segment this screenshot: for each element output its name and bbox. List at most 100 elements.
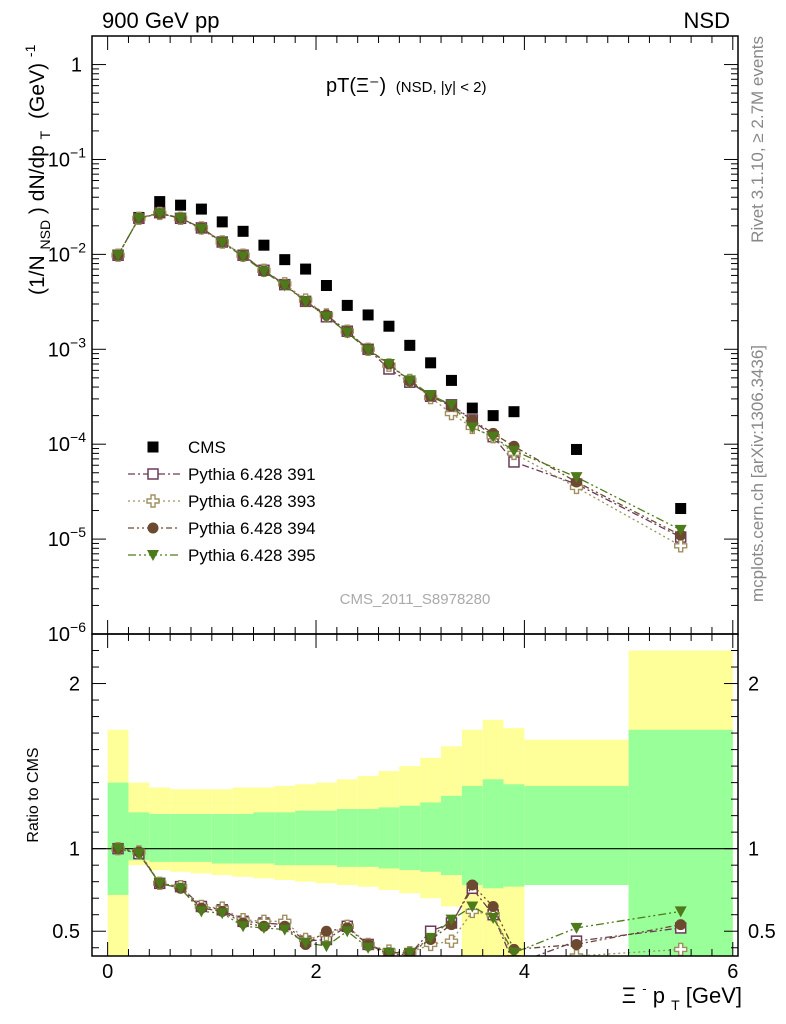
ratio-band-green-7 <box>253 812 275 864</box>
ratio-series-layer <box>111 841 688 969</box>
ratio-band-green-16 <box>441 795 462 876</box>
main-point-0-19 <box>508 406 520 418</box>
ratio-band-green-18 <box>482 779 504 889</box>
main-point-4-11 <box>341 327 354 339</box>
ratio-point-3-19 <box>507 947 520 956</box>
main-point-4-10 <box>320 311 333 323</box>
side-label-lower: mcplots.cern.ch [arXiv:1306.3436] <box>748 345 767 602</box>
main-point-2-21 <box>673 539 688 553</box>
ratio-ytick-label-r-2: 2 <box>748 674 759 696</box>
main-point-4-20 <box>570 472 583 484</box>
ratio-point-0-19 <box>509 959 519 969</box>
main-ytick-label-4: 10−4 <box>48 429 86 456</box>
analysis-watermark: CMS_2011_S8978280 <box>340 591 491 608</box>
ratio-band-green-10 <box>316 810 337 866</box>
main-line-1 <box>117 212 681 538</box>
ratio-band-green-20 <box>524 785 629 885</box>
ratio-point-3-14 <box>403 947 416 956</box>
legend-label-2: Pythia 6.428 393 <box>188 492 316 511</box>
main-ytick-label-6: 10−6 <box>48 619 86 646</box>
header-left: 900 GeV pp <box>102 8 219 33</box>
main-point-4-17 <box>466 422 479 434</box>
ratio-band-green-4 <box>190 813 212 862</box>
ratio-point-3-10 <box>320 941 333 953</box>
main-point-0-21 <box>675 503 687 515</box>
plot-title-sub: (NSD, |y| < 2) <box>396 79 487 96</box>
main-ylabel-a: (1/N <box>26 255 49 295</box>
main-point-4-6 <box>237 251 250 263</box>
main-point-4-15 <box>424 389 437 401</box>
main-point-4-21 <box>674 524 687 536</box>
ratio-point-3-20 <box>570 922 583 934</box>
main-series-3 <box>112 207 687 541</box>
xlabel-mid: p <box>653 983 665 1008</box>
ratio-xtick-label-1: 2 <box>310 961 321 983</box>
ratio-xtick-label-2: 4 <box>519 961 530 983</box>
legend: CMS Pythia 6.428 391 Pythia 6.428 393 Pythi… <box>128 438 316 565</box>
main-point-0-4 <box>195 203 207 215</box>
main-point-0-18 <box>487 410 499 422</box>
ratio-point-3-2 <box>153 878 166 890</box>
ratio-point-3-4 <box>195 906 208 918</box>
main-point-4-2 <box>153 208 166 220</box>
ratio-point-3-9 <box>299 937 312 949</box>
main-point-0-2 <box>154 196 166 208</box>
ratio-band-green-0 <box>107 782 129 895</box>
ratio-xtick-label-3: 6 <box>727 961 738 983</box>
main-point-0-3 <box>175 199 187 211</box>
main-frame <box>91 35 739 635</box>
main-series-layer <box>111 196 688 553</box>
main-ytick-label-1: 10−1 <box>48 144 86 171</box>
ratio-xtick-label-0: 0 <box>102 961 113 983</box>
ratio-point-1-20 <box>569 949 584 956</box>
ratio-point-1-16 <box>444 934 459 948</box>
ratio-point-3-6 <box>237 921 250 933</box>
ratio-point-3-13 <box>382 947 395 956</box>
legend-label-0: CMS <box>188 438 226 457</box>
main-point-4-13 <box>382 358 395 370</box>
ratio-ytick-label-1: 1 <box>69 839 80 861</box>
main-point-0-8 <box>279 254 291 266</box>
ratio-point-3-21 <box>674 906 687 918</box>
main-point-0-12 <box>362 309 374 321</box>
main-line-4 <box>117 212 681 531</box>
main-point-0-20 <box>571 443 582 455</box>
main-point-0-9 <box>300 263 312 275</box>
main-ytick-label-0: 1 <box>71 55 82 77</box>
ratio-point-3-1 <box>132 848 145 860</box>
main-point-4-0 <box>112 250 125 262</box>
plot-title-main: pT(Ξ⁻) <box>326 75 386 97</box>
ratio-point-3-3 <box>174 883 187 895</box>
main-ylabel-sub2: T <box>37 130 53 139</box>
ratio-band-green-15 <box>420 802 442 872</box>
ratio-band-green-19 <box>503 784 525 887</box>
ratio-point-2-20 <box>571 938 582 950</box>
main-point-4-1 <box>132 213 145 225</box>
ratio-ticks: 0.5 0.5 1 1 2 2 0 2 4 6 <box>52 634 776 983</box>
ratio-band-green-3 <box>170 813 191 862</box>
ratio-line-1 <box>117 848 681 956</box>
ratio-band-green-14 <box>399 805 421 871</box>
ratio-panel: 0.5 0.5 1 1 2 2 0 2 4 6 Ratio to CMS Ξ - p T [GeV… <box>25 633 776 1013</box>
ratio-band-green-8 <box>274 812 296 866</box>
main-ticks: 1 10−1 10−2 10−3 10−4 10−5 10−6 <box>48 36 738 646</box>
ratio-point-3-12 <box>362 942 375 954</box>
main-point-4-16 <box>445 399 458 411</box>
main-ylabel-b: ) dN/dp <box>26 145 49 214</box>
ratio-point-3-7 <box>257 922 270 934</box>
main-point-0-13 <box>383 320 395 332</box>
ratio-band-green-13 <box>378 807 400 869</box>
main-point-0-11 <box>341 299 353 311</box>
main-series-0 <box>112 196 687 515</box>
ratio-point-3-5 <box>216 908 229 920</box>
main-point-0-6 <box>237 225 249 237</box>
ratio-band-green-17 <box>461 785 483 885</box>
ratio-point-2-10 <box>320 925 332 937</box>
main-point-4-19 <box>507 445 520 457</box>
xlabel-sub: T <box>671 997 680 1013</box>
main-point-0-7 <box>258 239 270 251</box>
main-point-4-4 <box>195 224 208 236</box>
main-point-4-8 <box>278 280 291 292</box>
ratio-band-green-9 <box>295 810 317 866</box>
